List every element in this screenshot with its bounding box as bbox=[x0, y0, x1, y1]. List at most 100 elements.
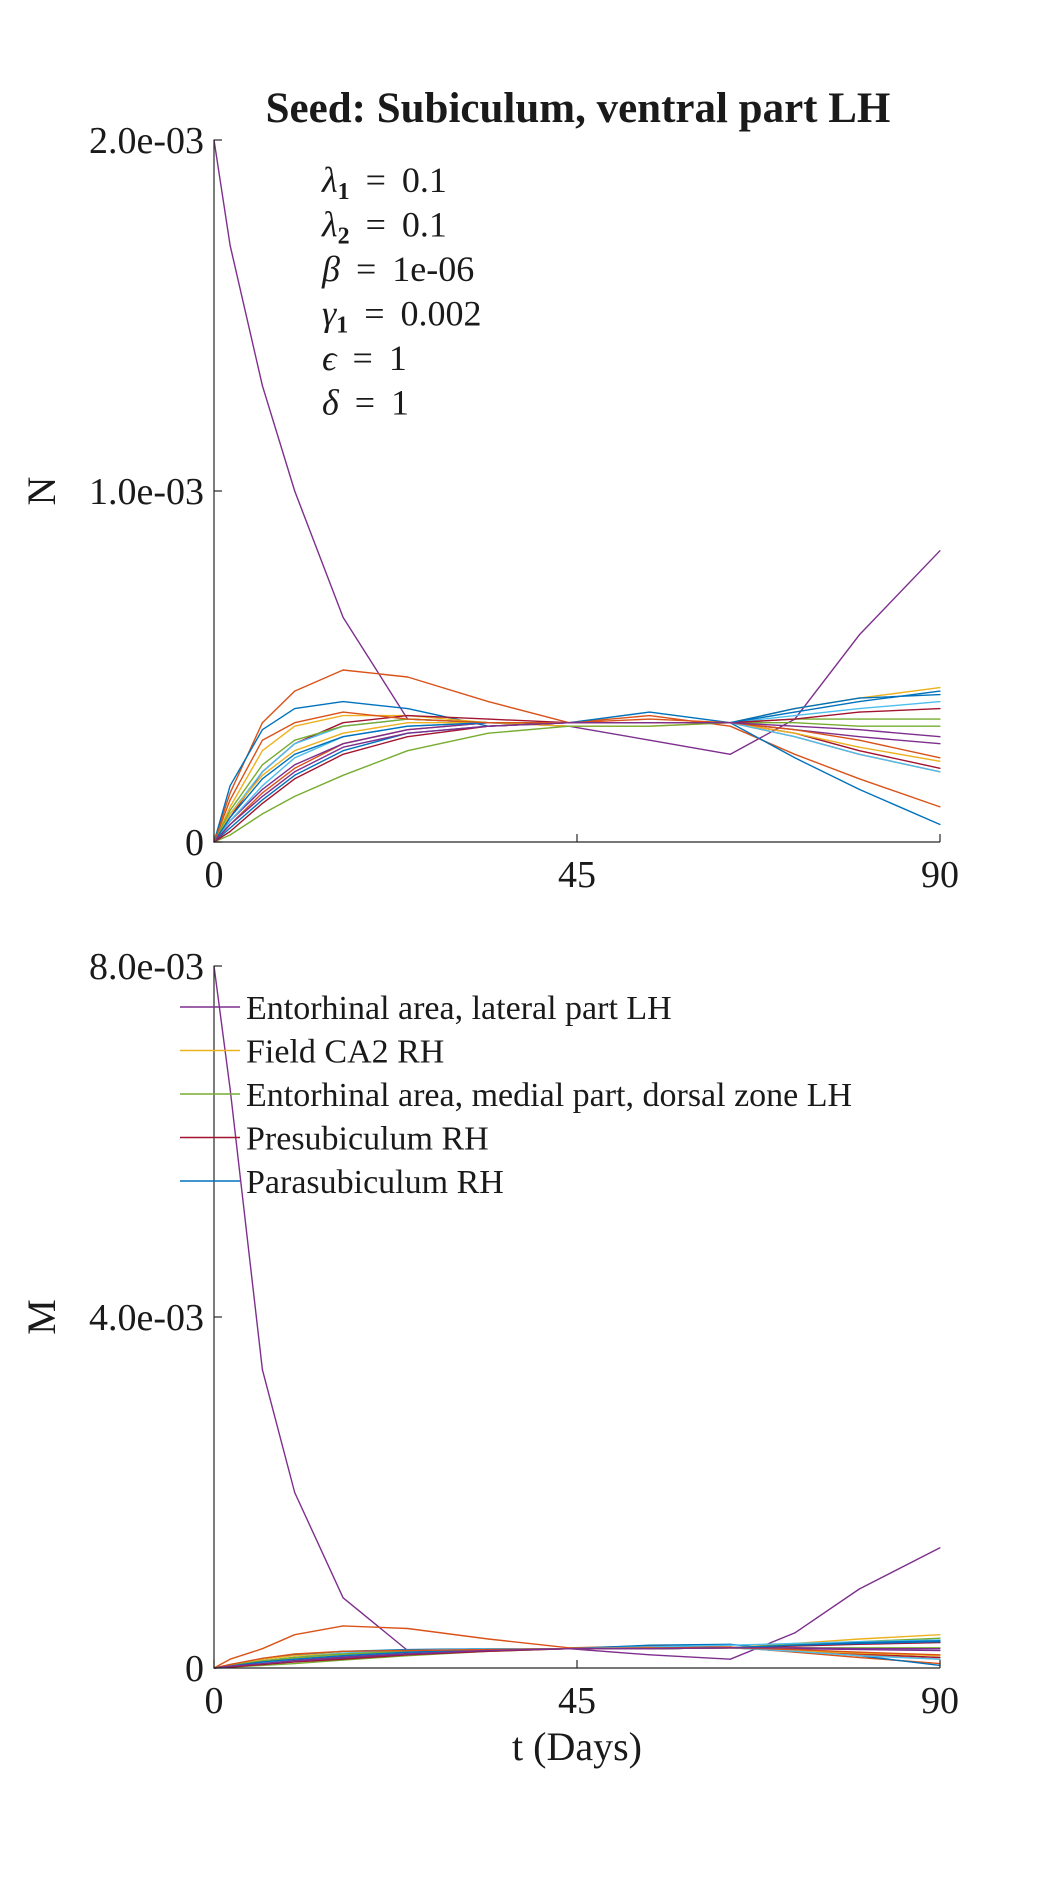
data-point bbox=[939, 757, 941, 759]
data-point bbox=[939, 736, 941, 738]
param-value: 1 bbox=[389, 338, 407, 378]
data-point bbox=[649, 718, 651, 720]
data-point bbox=[294, 771, 296, 773]
data-point bbox=[342, 743, 344, 745]
param-symbol: λ bbox=[321, 160, 338, 200]
data-point bbox=[342, 616, 344, 619]
data-point bbox=[858, 729, 860, 731]
data-point bbox=[939, 743, 941, 745]
data-point bbox=[939, 1656, 941, 1659]
param-equals: = bbox=[366, 160, 386, 200]
data-point bbox=[261, 750, 263, 752]
data-point bbox=[939, 1634, 941, 1636]
data-point bbox=[794, 1632, 796, 1634]
data-point bbox=[229, 816, 231, 819]
data-point bbox=[939, 806, 941, 808]
data-point bbox=[858, 701, 860, 703]
param-symbol: β bbox=[321, 249, 340, 289]
data-point bbox=[487, 725, 489, 727]
data-point bbox=[407, 708, 409, 710]
param-value: 0.1 bbox=[402, 160, 447, 200]
data-point bbox=[261, 778, 263, 780]
data-point bbox=[794, 718, 796, 720]
data-point bbox=[794, 711, 796, 713]
param-symbol: δ bbox=[322, 383, 340, 423]
data-point bbox=[261, 785, 263, 787]
legend-label: Entorhinal area, lateral part LH bbox=[246, 990, 672, 1027]
data-point bbox=[939, 823, 941, 826]
data-point bbox=[294, 764, 296, 766]
data-point bbox=[939, 767, 941, 769]
param-annotation: δ = 1 bbox=[322, 383, 409, 423]
param-value: 1e-06 bbox=[392, 249, 474, 289]
x-tick-label: 0 bbox=[205, 854, 224, 896]
data-point bbox=[342, 1658, 344, 1660]
data-point bbox=[342, 736, 344, 738]
data-point bbox=[939, 718, 941, 720]
data-point bbox=[229, 785, 231, 787]
data-point bbox=[939, 1641, 941, 1643]
data-point bbox=[729, 1647, 731, 1649]
data-point bbox=[794, 1650, 796, 1652]
data-point bbox=[229, 1663, 231, 1666]
param-subscript: 1 bbox=[338, 179, 350, 205]
data-point bbox=[649, 715, 651, 717]
data-point bbox=[729, 753, 731, 755]
data-point bbox=[261, 802, 263, 805]
data-point bbox=[939, 690, 941, 692]
legend-label: Field CA2 RH bbox=[246, 1034, 444, 1071]
data-point bbox=[858, 711, 860, 713]
data-point bbox=[294, 708, 296, 710]
data-point bbox=[858, 718, 860, 720]
data-point bbox=[407, 736, 409, 738]
data-point bbox=[729, 1644, 731, 1646]
data-point bbox=[342, 1655, 344, 1657]
x-tick-label: 0 bbox=[205, 1680, 224, 1722]
data-point bbox=[294, 757, 296, 759]
data-point bbox=[858, 708, 860, 710]
data-point bbox=[261, 792, 263, 794]
data-point bbox=[794, 722, 796, 724]
data-point bbox=[294, 1653, 296, 1655]
panel-bottom: 0 45 90 0 4.0e-03 8.0e-03 Mt (Days) Entorhinal … bbox=[19, 946, 959, 1769]
data-point bbox=[407, 676, 409, 678]
data-point bbox=[649, 725, 651, 727]
data-point bbox=[487, 1649, 489, 1652]
param-symbol: λ bbox=[321, 205, 338, 245]
data-point bbox=[261, 795, 263, 798]
data-point bbox=[858, 788, 860, 791]
legend-label: Entorhinal area, medial part, dorsal zon… bbox=[246, 1077, 852, 1114]
data-point bbox=[294, 1660, 296, 1662]
param-equals: = bbox=[356, 249, 376, 289]
data-point bbox=[342, 711, 344, 713]
data-point bbox=[858, 778, 860, 780]
data-point bbox=[342, 753, 344, 755]
param-annotation: λ1 = 0.1 bbox=[321, 160, 447, 205]
data-point bbox=[858, 736, 860, 738]
data-point bbox=[342, 669, 344, 671]
data-point bbox=[261, 722, 263, 724]
data-point bbox=[407, 722, 409, 724]
data-point bbox=[342, 725, 344, 727]
data-point bbox=[229, 809, 231, 812]
data-point bbox=[729, 722, 731, 724]
data-point bbox=[294, 753, 296, 755]
data-point bbox=[794, 725, 796, 727]
data-point bbox=[794, 1649, 796, 1651]
data-point bbox=[939, 1658, 941, 1660]
data-point bbox=[487, 722, 489, 724]
legend-label: Parasubiculum RH bbox=[246, 1164, 504, 1201]
data-point bbox=[487, 701, 489, 703]
data-point bbox=[294, 743, 296, 745]
param-value: 0.1 bbox=[402, 205, 447, 245]
data-point bbox=[342, 701, 344, 703]
data-point bbox=[939, 687, 941, 689]
x-tick-label: 90 bbox=[921, 1680, 959, 1722]
data-point bbox=[858, 1638, 860, 1640]
data-point bbox=[261, 771, 263, 773]
data-point bbox=[294, 690, 296, 692]
data-point bbox=[229, 1658, 231, 1660]
